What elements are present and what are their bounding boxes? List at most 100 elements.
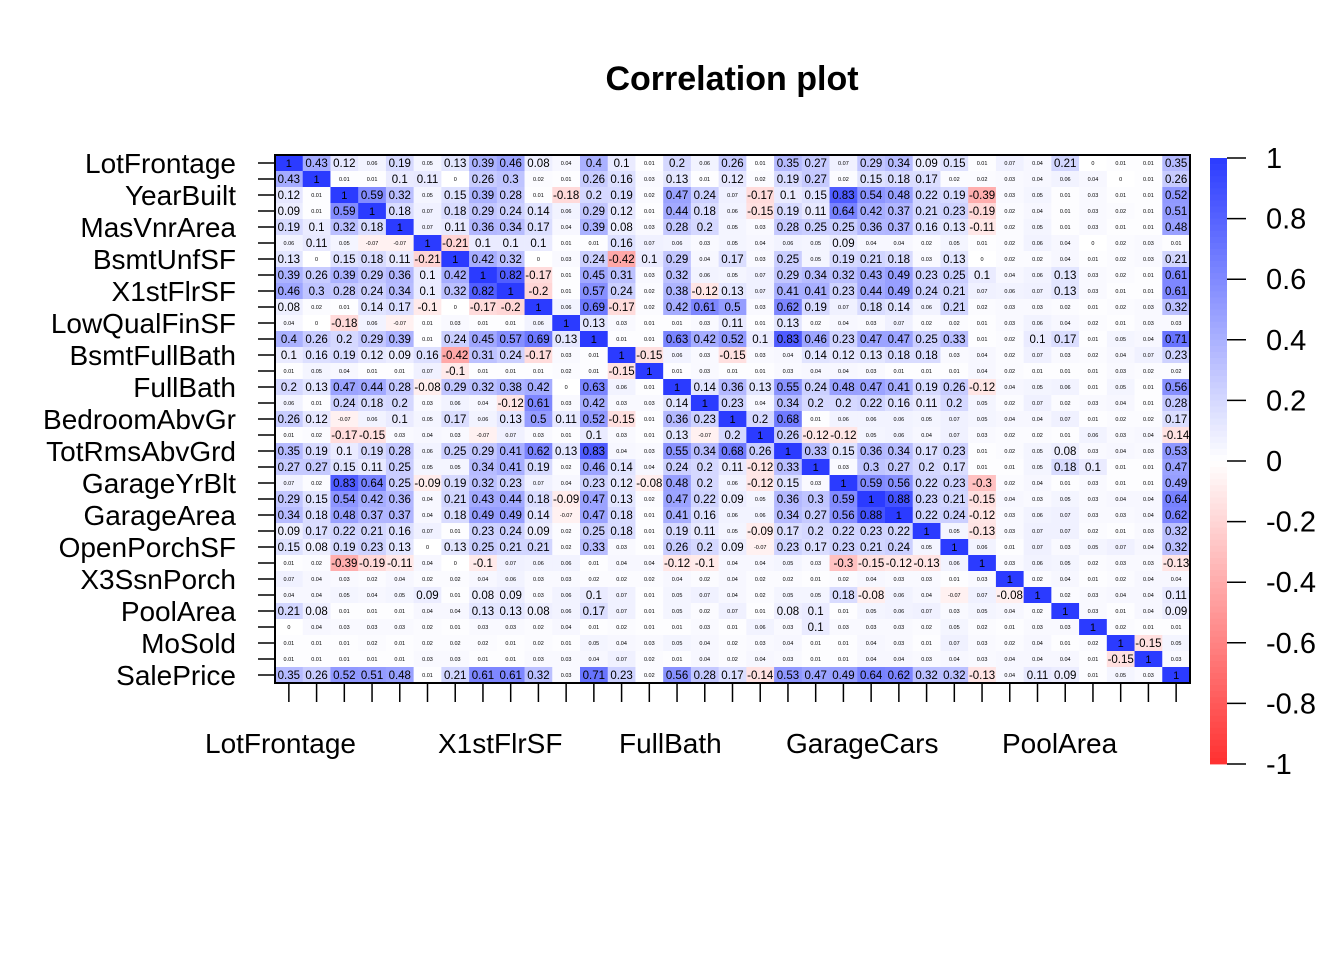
cell-label-r11-c4: 0.39 [389, 334, 411, 346]
cell-label-r5-c22: 0.04 [894, 241, 905, 247]
cell-label-r30-c23: 0.01 [921, 641, 932, 647]
cell-label-r20-c1: 0.02 [311, 481, 322, 487]
cell-r18-c7 [469, 443, 498, 460]
cell-r6-c0 [275, 251, 304, 268]
colorbar-step [1210, 273, 1227, 280]
cell-label-r28-c12: 0.07 [616, 609, 627, 615]
cell-label-r9-c7: -0.17 [470, 302, 496, 314]
cell-r14-c0 [275, 379, 304, 396]
cell-r7-c8 [496, 267, 525, 284]
cell-r11-c18 [774, 331, 803, 348]
colorbar-step [1210, 570, 1227, 577]
cell-r28-c27 [1023, 603, 1052, 620]
cell-label-r16-c17: 0.2 [752, 414, 768, 426]
cell-r22-c11 [580, 507, 609, 524]
cell-r21-c30 [1106, 491, 1135, 508]
cell-r27-c27 [1023, 587, 1052, 604]
cell-r9-c18 [774, 299, 803, 316]
cell-r28-c17 [746, 603, 775, 620]
cell-label-r16-c12: -0.15 [608, 414, 634, 426]
cell-r26-c30 [1106, 571, 1135, 588]
cell-label-r13-c25: 0.04 [977, 369, 988, 375]
cell-r12-c11 [580, 347, 609, 364]
cell-r30-c31 [1134, 635, 1163, 652]
cell-r8-c21 [857, 283, 886, 300]
cell-r29-c26 [995, 619, 1024, 636]
cell-label-r16-c20: 0.06 [838, 417, 849, 423]
cell-label-r1-c1: 1 [314, 174, 320, 186]
cell-r11-c12 [607, 331, 636, 348]
cell-label-r20-c17: -0.12 [747, 478, 773, 490]
cell-label-r32-c26: 0.04 [1004, 673, 1015, 679]
cell-r0-c6 [441, 155, 470, 172]
cell-r17-c24 [940, 427, 969, 444]
cell-label-r18-c32: 0.53 [1165, 446, 1187, 458]
cell-label-r32-c4: 0.48 [389, 670, 411, 682]
cell-label-r1-c22: 0.18 [888, 174, 910, 186]
cell-label-r8-c32: 0.61 [1165, 286, 1187, 298]
cell-label-r10-c31: 0.03 [1143, 321, 1154, 327]
cell-r6-c9 [524, 251, 553, 268]
cell-r22-c24 [940, 507, 969, 524]
cell-label-r9-c25: 0.02 [977, 305, 988, 311]
cell-r21-c32 [1162, 491, 1191, 508]
cell-r14-c31 [1134, 379, 1163, 396]
cell-r2-c21 [857, 187, 886, 204]
cell-label-r7-c30: 0.02 [1115, 273, 1126, 279]
cell-label-r20-c31: 0.01 [1143, 481, 1154, 487]
cell-r12-c15 [690, 347, 719, 364]
cell-label-r10-c26: 0.03 [1004, 321, 1015, 327]
cell-label-r22-c19: 0.27 [804, 510, 826, 522]
cell-r12-c4 [385, 347, 414, 364]
cell-r28-c28 [1051, 603, 1080, 620]
cell-label-r30-c32: 0.05 [1171, 641, 1182, 647]
cell-label-r22-c12: 0.18 [610, 510, 632, 522]
cell-r7-c0 [275, 267, 304, 284]
cell-label-r26-c19: 0.01 [810, 577, 821, 583]
heatmap-cell-labels: 1 0.43 0.12 0.06 0.19 0.05 0.13 0.39 0.46 0.08 0.0… [278, 158, 1190, 682]
cell-label-r18-c17: 0.26 [749, 446, 771, 458]
cell-label-r20-c3: 0.64 [361, 478, 384, 490]
cell-label-r4-c19: 0.25 [804, 222, 826, 234]
cell-r0-c13 [635, 155, 664, 172]
cell-label-r10-c24: 0.02 [949, 321, 960, 327]
cell-r1-c16 [718, 171, 747, 188]
cell-r14-c32 [1162, 379, 1191, 396]
cell-r32-c1 [302, 667, 331, 684]
cell-label-r2-c22: 0.48 [888, 190, 910, 202]
cell-r10-c15 [690, 315, 719, 332]
cell-label-r4-c29: 0.03 [1088, 225, 1099, 231]
cell-r27-c24 [940, 587, 969, 604]
cell-r21-c26 [995, 491, 1024, 508]
cell-r28-c3 [358, 603, 387, 620]
cell-r27-c8 [496, 587, 525, 604]
cell-label-r31-c21: 0.04 [866, 657, 877, 663]
cell-label-r14-c10: 0 [565, 385, 568, 391]
cell-label-r5-c7: 0.1 [475, 238, 491, 250]
cell-r2-c22 [885, 187, 914, 204]
cell-label-r0-c26: 0.07 [1004, 161, 1015, 167]
cell-r8-c13 [635, 283, 664, 300]
cell-label-r16-c0: 0.26 [278, 414, 300, 426]
cell-r8-c16 [718, 283, 747, 300]
cell-label-r11-c18: 0.83 [777, 334, 799, 346]
cell-label-r1-c8: 0.3 [503, 174, 519, 186]
cell-label-r16-c13: 0.01 [644, 417, 655, 423]
cell-label-r15-c16: 0.23 [721, 398, 743, 410]
cell-r21-c12 [607, 491, 636, 508]
cell-r2-c30 [1106, 187, 1135, 204]
cell-label-r29-c13: 0.01 [644, 625, 655, 631]
cell-r28-c29 [1079, 603, 1108, 620]
cell-label-r4-c13: 0.03 [644, 225, 655, 231]
cell-r30-c22 [885, 635, 914, 652]
cell-r14-c1 [302, 379, 331, 396]
cell-label-r24-c16: 0.09 [721, 542, 743, 554]
cell-r22-c19 [801, 507, 830, 524]
cell-label-r19-c27: 0.05 [1032, 465, 1043, 471]
cell-label-r12-c3: 0.12 [361, 350, 383, 362]
cell-label-r21-c15: 0.22 [694, 494, 716, 506]
cell-r5-c32 [1162, 235, 1191, 252]
cell-r16-c12 [607, 411, 636, 428]
cell-r2-c20 [829, 187, 858, 204]
cell-r26-c20 [829, 571, 858, 588]
